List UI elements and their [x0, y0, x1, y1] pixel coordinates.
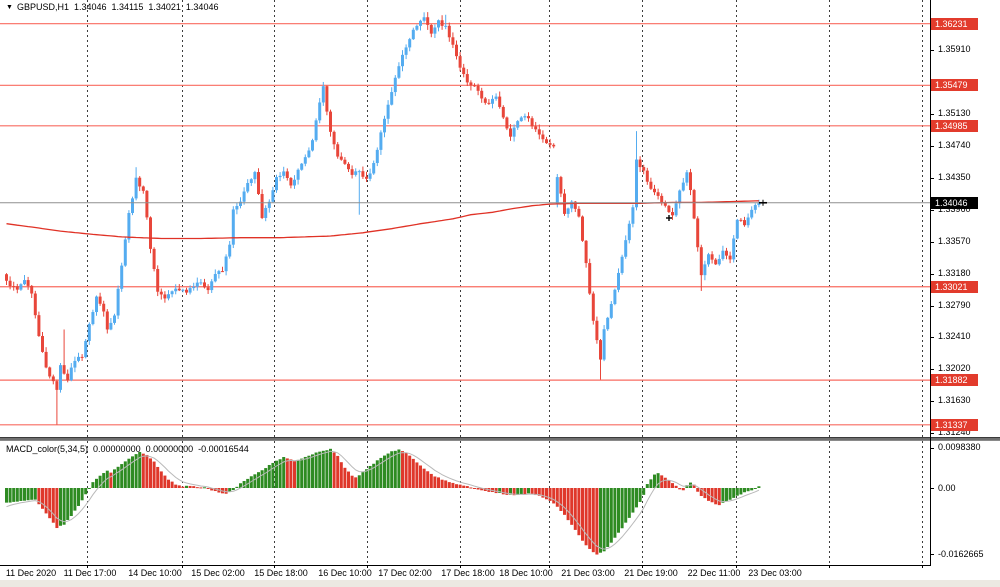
price-tick-mark — [930, 113, 934, 115]
time-tick-mark — [549, 565, 550, 568]
time-tick-mark — [367, 565, 368, 568]
macd-tick-label: 0.0098380 — [938, 442, 981, 453]
time-tick-label: 17 Dec 18:00 — [441, 568, 495, 578]
price-tick-label: 1.33180 — [938, 268, 971, 279]
time-tick-label: 23 Dec 03:00 — [748, 568, 802, 578]
candles-layer — [5, 12, 761, 425]
footer-strip — [0, 580, 1000, 587]
level-price-label: 1.34985 — [931, 119, 978, 132]
price-tick-mark — [930, 305, 934, 307]
time-tick-label: 22 Dec 11:00 — [687, 568, 741, 578]
price-tick-mark — [930, 273, 934, 275]
time-tick-label: 15 Dec 18:00 — [254, 568, 308, 578]
level-price-label: 1.31882 — [931, 374, 978, 387]
high-value: 1.34115 — [111, 2, 144, 12]
macd-signal-line — [6, 450, 760, 550]
vertical-gridlines — [87, 0, 923, 437]
price-tick-label: 1.34740 — [938, 140, 971, 151]
time-tick-mark — [829, 565, 830, 568]
symbol-period-label: GBPUSD,H1 — [16, 2, 69, 12]
price-tick-label: 1.32790 — [938, 300, 971, 311]
price-tick-mark — [930, 177, 934, 179]
price-tick-label: 1.31240 — [938, 427, 971, 438]
vertical-gridlines — [87, 441, 923, 565]
price-tick-label: 1.35910 — [938, 44, 971, 55]
price-tick-mark — [930, 368, 934, 370]
macd-value-3: -0.00016544 — [198, 444, 249, 454]
time-tick-mark — [182, 565, 183, 568]
low-value: 1.34021 — [148, 2, 181, 12]
time-tick-label: 21 Dec 03:00 — [561, 568, 615, 578]
level-price-label: 1.33021 — [931, 280, 978, 293]
price-tick-mark — [930, 241, 934, 243]
level-price-label: 1.36231 — [931, 17, 978, 30]
price-tick-mark — [930, 49, 934, 51]
time-tick-label: 14 Dec 10:00 — [128, 568, 182, 578]
ohlc-header: ▼ GBPUSD,H1 1.34046 1.34115 1.34021 1.34046 — [6, 2, 223, 12]
price-tick-label: 1.31630 — [938, 395, 971, 406]
time-tick-label: 11 Dec 17:00 — [63, 568, 117, 578]
price-chart-canvas — [0, 0, 930, 437]
macd-tick-mark — [930, 488, 934, 489]
macd-tick-mark — [930, 554, 934, 556]
moving-average-line[interactable] — [6, 200, 759, 240]
macd-tick-label: -0.0162665 — [938, 548, 984, 559]
time-tick-mark — [274, 565, 275, 568]
price-tick-mark — [930, 432, 934, 434]
time-tick-label: 21 Dec 19:00 — [624, 568, 678, 578]
macd-panel-border — [0, 565, 931, 566]
price-tick-label: 1.34350 — [938, 172, 971, 183]
panel-resize-divider[interactable] — [0, 437, 1000, 441]
price-axis-border — [930, 0, 931, 565]
level-price-label: 1.31337 — [931, 418, 978, 431]
current-price-label: 1.34046 — [931, 196, 978, 209]
price-tick-label: 1.33570 — [938, 236, 971, 247]
price-tick-mark — [930, 336, 934, 338]
time-tick-label: 11 Dec 2020 — [5, 568, 57, 578]
price-tick-label: 1.35130 — [938, 108, 971, 119]
time-tick-label: 18 Dec 10:00 — [499, 568, 553, 578]
time-tick-mark — [642, 565, 643, 568]
horizontal-level-lines — [0, 23, 930, 426]
macd-canvas — [5, 441, 923, 565]
time-tick-mark — [922, 565, 923, 568]
price-tick-label: 1.32020 — [938, 363, 971, 374]
time-tick-label: 15 Dec 02:00 — [191, 568, 245, 578]
macd-value-2: 0.00000000 — [145, 444, 194, 454]
macd-tick-mark — [930, 447, 934, 449]
price-axis[interactable]: 1.35910 1.35130 1.34740 1.34350 1.33960 1.335… — [930, 0, 1000, 587]
time-axis[interactable]: 11 Dec 2020 11 Dec 17:00 14 Dec 10:00 15 De… — [0, 565, 1000, 580]
price-tick-label: 1.32410 — [938, 331, 971, 342]
time-tick-mark — [460, 565, 461, 568]
price-tick-label: 1.33960 — [938, 204, 971, 215]
macd-indicator-header: MACD_color(5,34,5) 0.00000000 0.00000000 -0… — [6, 444, 254, 454]
time-tick-mark — [87, 565, 88, 568]
macd-value-1: 0.00000000 — [93, 444, 141, 454]
symbol-dropdown-icon: ▼ — [6, 4, 13, 11]
macd-plot-area[interactable] — [0, 441, 930, 565]
price-tick-mark — [930, 145, 934, 147]
open-value: 1.34046 — [73, 2, 107, 12]
chart-markers — [666, 199, 767, 221]
close-value: 1.34046 — [185, 2, 219, 12]
time-tick-mark — [736, 565, 737, 568]
macd-indicator-name: MACD_color(5,34,5) — [6, 444, 89, 454]
time-tick-label: 16 Dec 10:00 — [318, 568, 372, 578]
time-tick-label: 17 Dec 02:00 — [378, 568, 432, 578]
price-tick-mark — [930, 400, 934, 402]
macd-tick-label: 0.00 — [938, 482, 956, 493]
level-price-label: 1.35479 — [931, 79, 978, 92]
price-chart-plot-area[interactable] — [0, 0, 930, 437]
price-tick-mark — [930, 209, 934, 211]
